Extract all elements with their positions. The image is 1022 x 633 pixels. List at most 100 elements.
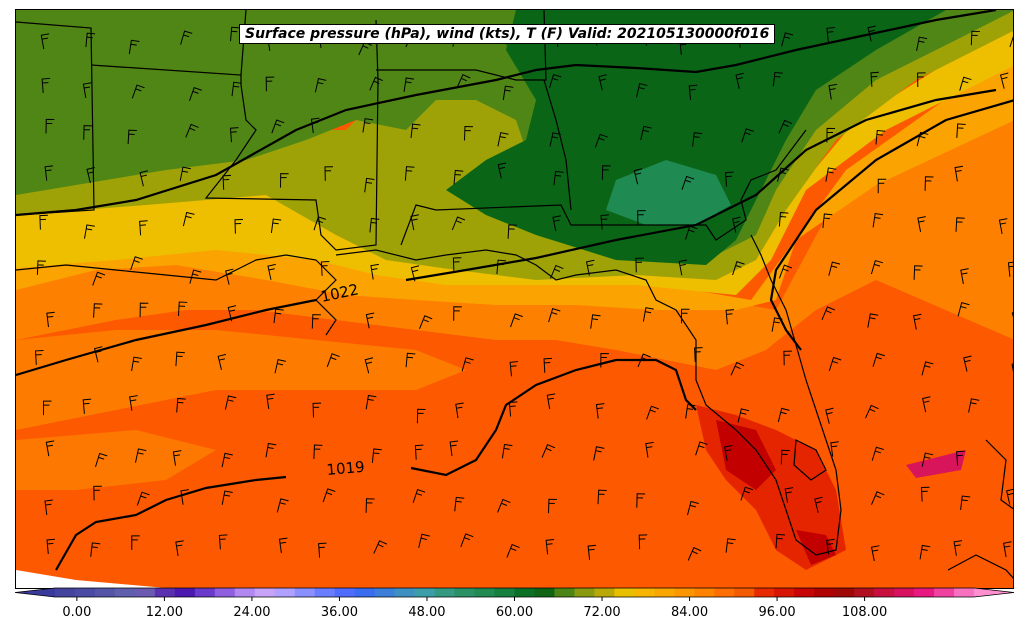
wind-barb: [365, 498, 375, 513]
colorbar-cell: [914, 588, 935, 597]
wind-barb: [229, 127, 239, 143]
wind-barb: [509, 361, 519, 377]
wind-barb: [227, 305, 237, 322]
wind-barb: [872, 352, 885, 367]
colorbar-cell: [774, 588, 795, 597]
wind-barb: [139, 302, 149, 318]
temperature-dark-red-keys: [796, 530, 836, 565]
colorbar-cell: [634, 588, 655, 597]
wind-barb: [772, 71, 783, 87]
colorbar-cell: [354, 588, 376, 597]
wind-barb: [741, 128, 754, 143]
wind-barb: [454, 496, 465, 512]
wind-barb: [418, 533, 430, 549]
temperature-orange-patch: [16, 330, 466, 430]
wind-barb: [362, 118, 374, 133]
wind-barb: [36, 260, 46, 275]
wind-barb: [919, 544, 931, 560]
wind-barb: [999, 72, 1009, 89]
wind-barb: [921, 486, 930, 502]
wind-barb: [85, 32, 96, 48]
colorbar-cell: [55, 588, 76, 597]
wind-barb: [637, 353, 651, 368]
colorbar-cell: [194, 588, 216, 597]
wind-barb: [95, 452, 108, 468]
colorbar-cell: [654, 588, 675, 597]
wind-barb: [594, 133, 608, 148]
colorbar-cell: [474, 588, 496, 597]
wind-barb: [320, 261, 330, 276]
colorbar-tick-label: 96.00: [758, 605, 795, 620]
wind-barb: [43, 400, 52, 416]
map-title: Surface pressure (hPa), wind (kts), T (F…: [239, 24, 776, 44]
colorbar-tick-label: 12.00: [146, 605, 183, 620]
wind-barb: [549, 132, 561, 147]
wind-barb: [826, 538, 835, 555]
colorbar-tick-label: 72.00: [583, 605, 620, 620]
wind-barb: [45, 118, 55, 134]
wind-barb: [405, 352, 416, 368]
wind-barb: [822, 213, 833, 228]
wind-barb: [956, 123, 966, 138]
wind-barb: [826, 26, 835, 43]
wind-barb: [84, 224, 95, 239]
colorbar-tick-label: 48.00: [408, 605, 445, 620]
wind-barb: [681, 308, 690, 324]
wind-barb: [1009, 33, 1013, 48]
wind-barb: [913, 265, 923, 280]
coastline-bahamas: [985, 439, 1013, 510]
wind-barb: [875, 130, 886, 145]
wind-barb: [778, 264, 792, 279]
wind-barb: [685, 404, 696, 419]
temperature-field-map: 1022 1019: [16, 10, 1013, 588]
temperature-magenta-patch: [906, 450, 966, 478]
wind-barb: [370, 263, 379, 280]
wind-barb: [640, 125, 652, 141]
wind-barb: [636, 493, 646, 508]
temperature-colorbar: 0.00 12.00 24.00 36.00 48.00 60.00 72.00 84.00 9…: [14, 587, 1015, 620]
wind-barb: [960, 495, 971, 510]
wind-barb: [189, 269, 202, 284]
wind-barb: [497, 132, 509, 147]
wind-barb: [678, 259, 688, 276]
colorbar-min-arrow: [15, 588, 55, 597]
wind-barb: [597, 489, 607, 505]
wind-barb: [877, 178, 887, 194]
wind-barb: [828, 261, 841, 276]
wind-barb: [600, 214, 609, 230]
wind-barb: [821, 306, 836, 320]
wind-barb: [867, 313, 879, 328]
colorbar-cell: [854, 588, 875, 597]
wind-barb: [771, 317, 783, 332]
wind-barb: [550, 264, 564, 279]
colorbar-cell: [534, 588, 555, 597]
wind-barb: [553, 170, 564, 186]
colorbar-cell: [934, 588, 955, 597]
wind-barb: [502, 85, 514, 101]
wind-barb: [410, 265, 420, 282]
wind-barb: [410, 123, 421, 139]
wind-barb: [267, 263, 276, 280]
wind-barb: [692, 132, 703, 147]
colorbar-cell: [414, 588, 436, 597]
lake-okeechobee: [793, 439, 827, 481]
wind-barb: [960, 268, 969, 284]
wind-barb: [635, 257, 644, 273]
wind-barb: [129, 395, 138, 411]
wind-barb: [217, 353, 227, 371]
isobar-1025: [16, 10, 997, 217]
wind-barb: [322, 488, 336, 503]
wind-barb: [777, 167, 789, 182]
wind-barb: [412, 488, 426, 504]
wind-barb: [725, 309, 735, 325]
wind-barb: [265, 442, 277, 458]
wind-barb: [44, 499, 53, 515]
colorbar-cell: [314, 588, 336, 597]
wind-barb: [781, 32, 794, 47]
wind-barb: [590, 314, 601, 329]
colorbar-cell: [74, 588, 96, 597]
colorbar-cell: [274, 588, 296, 597]
wind-barb: [364, 177, 375, 193]
wind-barb: [587, 544, 597, 561]
colorbar-cell: [294, 588, 316, 597]
